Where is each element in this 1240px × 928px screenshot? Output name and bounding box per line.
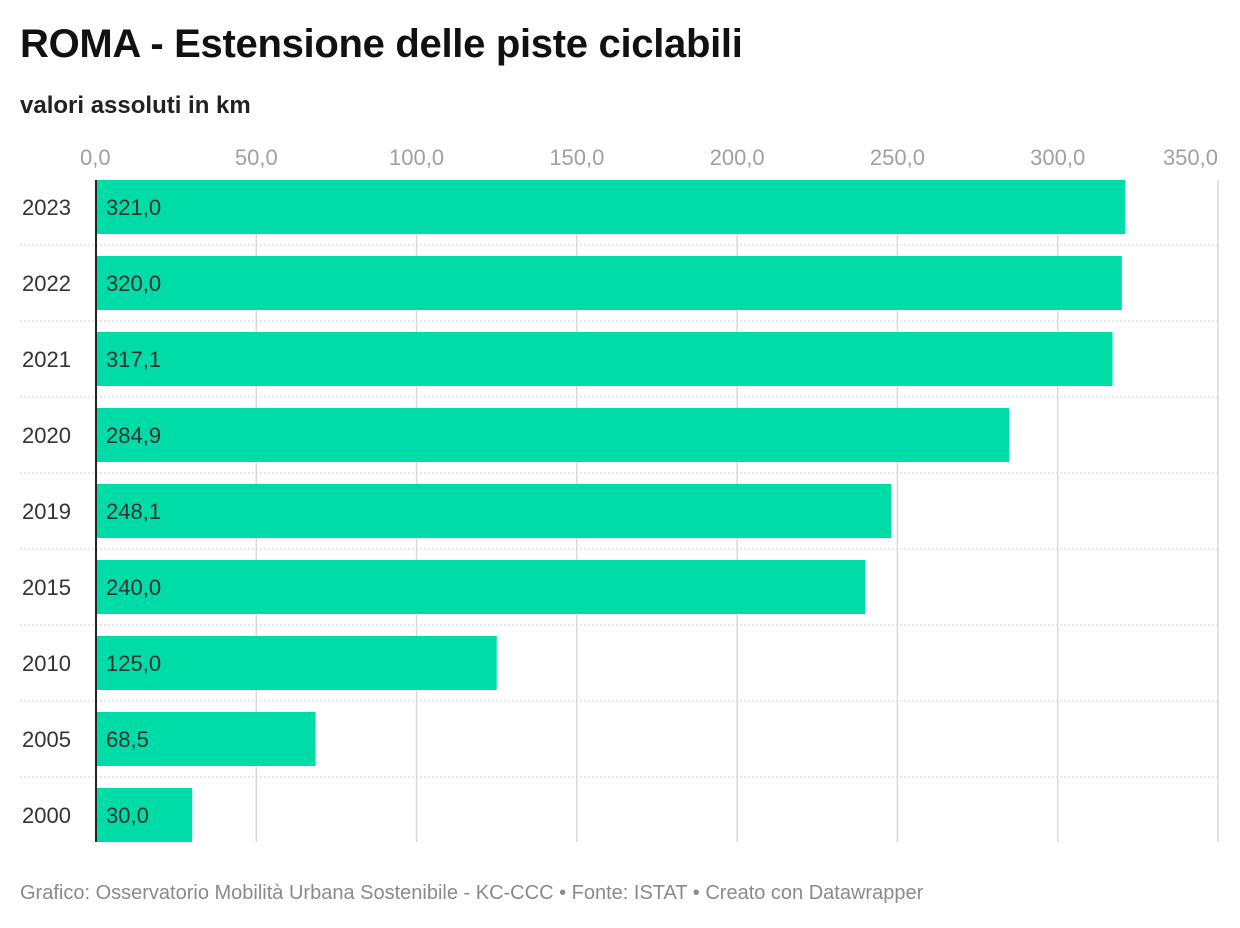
x-tick-label: 300,0: [1030, 145, 1085, 170]
x-tick-label: 50,0: [235, 145, 278, 170]
category-label: 2021: [22, 347, 71, 372]
bar-value-label: 125,0: [106, 651, 161, 676]
category-label: 2019: [22, 499, 71, 524]
bar: [96, 332, 1113, 386]
category-label: 2023: [22, 195, 71, 220]
bar-value-label: 248,1: [106, 499, 161, 524]
bar-value-label: 68,5: [106, 727, 149, 752]
bar-value-label: 284,9: [106, 423, 161, 448]
chart-subtitle: valori assoluti in km: [20, 92, 251, 119]
bar: [96, 788, 193, 842]
bar: [96, 180, 1126, 234]
x-tick-label: 250,0: [870, 145, 925, 170]
category-label: 2000: [22, 803, 71, 828]
chart-footer-credits: Grafico: Osservatorio Mobilità Urbana So…: [20, 882, 924, 904]
category-label: 2010: [22, 651, 71, 676]
chart-title: ROMA - Estensione delle piste ciclabili: [20, 22, 743, 66]
category-label: 2022: [22, 271, 71, 296]
category-label: 2020: [22, 423, 71, 448]
category-label: 2005: [22, 727, 71, 752]
bar: [96, 636, 497, 690]
bar: [96, 484, 892, 538]
bar-value-label: 317,1: [106, 347, 161, 372]
x-tick-label: 200,0: [710, 145, 765, 170]
bar-value-label: 30,0: [106, 803, 149, 828]
x-tick-label: 0,0: [80, 145, 111, 170]
x-tick-label: 150,0: [549, 145, 604, 170]
bar-value-label: 320,0: [106, 271, 161, 296]
x-tick-label: 100,0: [389, 145, 444, 170]
bar: [96, 712, 316, 766]
bar-chart: 0,0 50,0 100,0 150,0 200,0 250,0 300,0 350,0 202…: [20, 145, 1219, 842]
bar: [96, 256, 1122, 310]
bar: [96, 408, 1010, 462]
bar-value-label: 240,0: [106, 575, 161, 600]
x-tick-label: 350,0: [1163, 145, 1218, 170]
bar-value-label: 321,0: [106, 195, 161, 220]
category-label: 2015: [22, 575, 71, 600]
bar: [96, 560, 866, 614]
